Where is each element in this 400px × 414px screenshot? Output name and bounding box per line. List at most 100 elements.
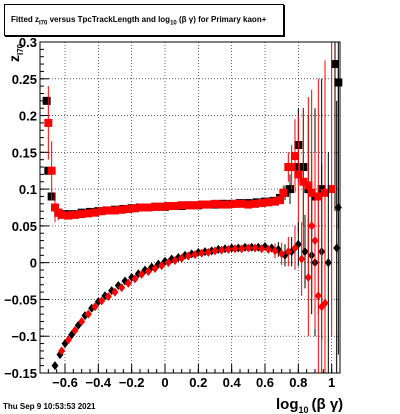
data-point (204, 247, 212, 257)
data-point (311, 236, 319, 246)
data-point (301, 247, 309, 257)
data-point (58, 346, 66, 356)
data-point (111, 287, 119, 297)
y-tick-label: 0.05 (12, 219, 37, 234)
data-point (71, 210, 79, 219)
data-point (137, 203, 146, 212)
x-tick-label: 0.6 (256, 375, 274, 390)
data-point (294, 170, 303, 179)
data-point (298, 254, 306, 264)
data-point (164, 202, 173, 211)
data-point (71, 325, 79, 335)
y-tick-label: 0.3 (19, 35, 37, 50)
data-point (324, 258, 332, 268)
data-point (286, 185, 294, 194)
data-point (291, 243, 299, 253)
data-point (251, 199, 259, 208)
data-point (191, 250, 199, 260)
data-point (84, 309, 92, 319)
data-point (111, 206, 119, 215)
data-point (158, 261, 166, 271)
data-point (97, 207, 106, 216)
data-point (279, 188, 288, 197)
data-point (304, 272, 312, 282)
data-point (211, 246, 219, 256)
data-point (224, 200, 233, 209)
data-point (271, 246, 279, 256)
data-point (124, 204, 133, 213)
data-point (91, 302, 99, 312)
data-point (264, 244, 272, 254)
y-tick-label: −0.15 (4, 366, 37, 381)
data-point (138, 269, 146, 279)
data-point (287, 163, 296, 172)
data-point (104, 206, 113, 215)
data-point (124, 278, 132, 288)
data-point (177, 201, 186, 210)
data-point (171, 202, 179, 211)
data-point (171, 255, 179, 265)
data-point (308, 221, 316, 231)
x-axis-label: log10 (β γ) (276, 396, 343, 414)
data-point (131, 204, 139, 213)
y-tick-label: 0.1 (19, 182, 37, 197)
data-point (276, 196, 284, 205)
data-point (191, 201, 199, 210)
data-point (57, 210, 66, 219)
data-point (299, 177, 308, 186)
chart-title-box: Fitted zI70 versus TpcTrackLength and lo… (4, 4, 284, 36)
data-point (304, 181, 313, 190)
data-point (264, 198, 273, 207)
chart-title: Fitted zI70 versus TpcTrackLength and lo… (11, 15, 267, 27)
data-point (118, 283, 126, 293)
data-point (184, 201, 193, 210)
data-point (51, 361, 59, 371)
data-point (333, 243, 341, 253)
data-point (198, 248, 206, 258)
data-point (117, 205, 126, 214)
x-tick-label: 0.8 (289, 375, 307, 390)
data-point (131, 274, 139, 284)
data-point (144, 203, 153, 212)
data-point (64, 211, 73, 220)
data-point (291, 152, 299, 161)
plot-frame (39, 41, 341, 374)
data-point (237, 199, 246, 208)
data-point (98, 296, 106, 306)
data-point (144, 266, 152, 276)
data-point (238, 244, 246, 254)
data-point (331, 60, 339, 69)
data-point (244, 200, 253, 209)
data-point (217, 200, 226, 209)
data-point (91, 208, 99, 217)
data-point (257, 199, 266, 208)
data-point (151, 202, 159, 211)
data-point (84, 209, 93, 218)
data-point (178, 253, 186, 263)
data-point (244, 243, 252, 253)
data-point (77, 210, 86, 219)
data-point (278, 249, 286, 259)
data-point (164, 258, 172, 268)
data-point (51, 203, 59, 212)
data-point (258, 244, 266, 254)
data-point (47, 166, 56, 175)
y-tick-label: 0.2 (19, 109, 37, 124)
y-tick-label: 0.25 (12, 72, 37, 87)
y-tick-label: −0.1 (11, 329, 37, 344)
data-point (42, 96, 51, 105)
y-axis-label: zI70 (6, 43, 25, 62)
data-point (231, 244, 239, 254)
data-point (64, 335, 72, 345)
data-point (321, 298, 329, 308)
data-point (224, 244, 232, 254)
data-point (78, 317, 86, 327)
x-tick-label: 1 (328, 375, 335, 390)
data-point (204, 200, 213, 209)
data-point (197, 200, 206, 209)
y-tick-label: 0.15 (12, 145, 37, 160)
x-tick-label: 0.4 (223, 375, 242, 390)
y-tick-label: 0 (30, 256, 37, 271)
data-point (231, 199, 239, 208)
